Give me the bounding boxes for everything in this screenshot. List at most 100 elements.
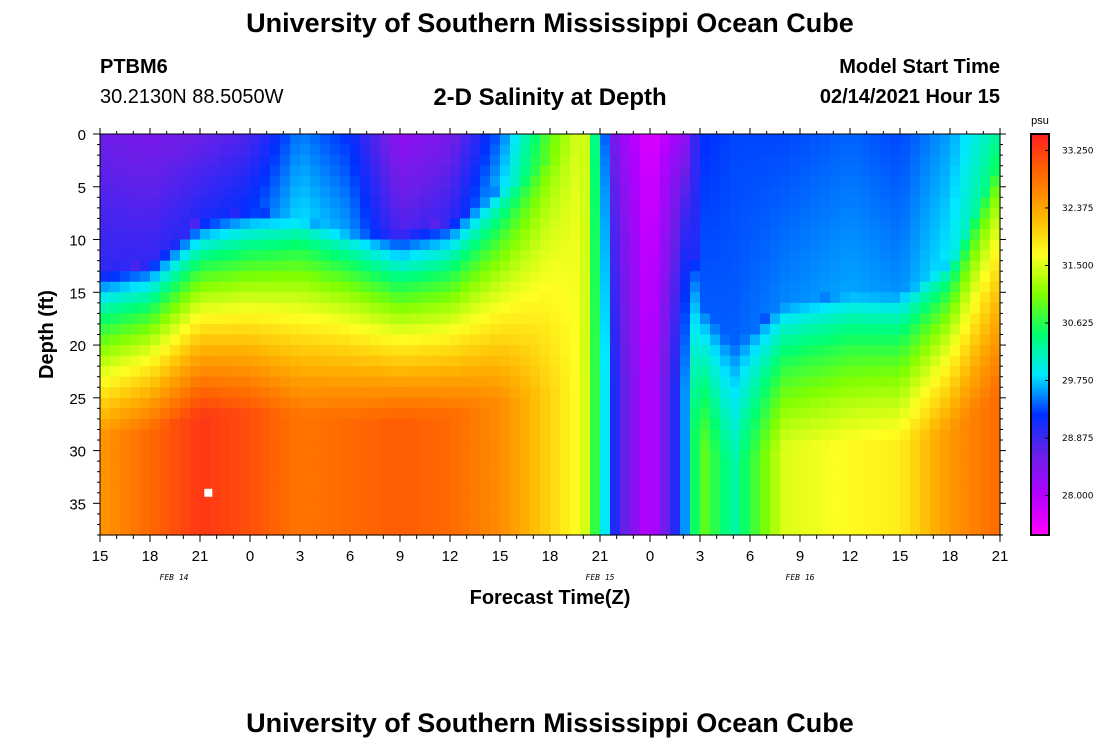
heatmap-cell [880, 176, 891, 188]
colorbar-unit: psu [1031, 115, 1049, 127]
heatmap-cell [120, 513, 131, 526]
heatmap-cell [610, 503, 621, 515]
heatmap-cell [160, 355, 171, 367]
heatmap-cell [210, 492, 221, 504]
heatmap-cell [990, 134, 1001, 146]
heatmap-cell [660, 450, 671, 462]
heatmap-cell [910, 503, 921, 515]
heatmap-cell [600, 429, 611, 441]
heatmap-cell [920, 503, 931, 515]
heatmap-cell [110, 239, 121, 251]
heatmap-cell [940, 408, 951, 420]
heatmap-cell [230, 134, 241, 146]
heatmap-cell [580, 376, 591, 388]
heatmap-cell [610, 408, 621, 420]
heatmap-cell [300, 271, 311, 283]
heatmap-cell [270, 461, 281, 473]
heatmap-cell [430, 334, 441, 346]
heatmap-cell [280, 271, 291, 283]
heatmap-cell [280, 281, 291, 293]
heatmap-cell [350, 450, 361, 462]
x-tick-label: 21 [192, 548, 209, 565]
heatmap-cell [600, 176, 611, 188]
heatmap-cell [570, 461, 581, 473]
heatmap-cell [350, 250, 361, 262]
heatmap-cell [930, 250, 941, 262]
heatmap-cell [370, 387, 381, 399]
heatmap-cell [970, 482, 981, 494]
heatmap-cell [640, 250, 651, 262]
heatmap-cell [320, 197, 331, 209]
heatmap-cell [360, 134, 371, 146]
heatmap-cell [930, 207, 941, 220]
heatmap-cell [860, 271, 871, 283]
heatmap-cell [690, 144, 701, 156]
heatmap-cell [960, 218, 971, 230]
heatmap-cell [110, 250, 121, 262]
heatmap-cell [320, 345, 331, 357]
heatmap-cell [150, 471, 161, 483]
heatmap-cell [630, 524, 641, 536]
heatmap-cell [110, 176, 121, 188]
heatmap-cell [180, 366, 191, 378]
heatmap-cell [550, 218, 561, 230]
heatmap-cell [170, 376, 181, 388]
heatmap-cell [300, 228, 311, 241]
heatmap-cell [750, 440, 761, 452]
heatmap-cell [100, 503, 111, 515]
heatmap-cell [590, 471, 601, 483]
heatmap-cell [450, 471, 461, 483]
heatmap-cell [560, 250, 571, 262]
heatmap-cell [900, 387, 911, 399]
heatmap-cell [790, 186, 801, 198]
heatmap-cell [130, 440, 141, 452]
heatmap-cell [700, 176, 711, 188]
heatmap-cell [490, 155, 501, 167]
heatmap-cell [770, 176, 781, 188]
heatmap-cell [510, 429, 521, 441]
heatmap-cell [320, 302, 331, 314]
heatmap-cell [970, 207, 981, 220]
heatmap-cell [370, 450, 381, 462]
heatmap-cell [490, 408, 501, 420]
heatmap-cell [350, 429, 361, 441]
heatmap-cell [780, 503, 791, 515]
heatmap-cell [290, 271, 301, 283]
heatmap-cell [220, 292, 231, 304]
heatmap-cell [140, 471, 151, 483]
heatmap-cell [420, 239, 431, 251]
heatmap-cell [740, 440, 751, 452]
heatmap-cell [550, 429, 561, 441]
heatmap-cell [860, 292, 871, 304]
heatmap-cell [550, 471, 561, 483]
heatmap-cell [710, 334, 721, 346]
heatmap-cell [290, 440, 301, 452]
heatmap-cell [820, 292, 831, 304]
heatmap-cell [910, 144, 921, 156]
heatmap-cell [920, 250, 931, 262]
heatmap-cell [600, 281, 611, 293]
heatmap-cell [420, 281, 431, 293]
heatmap-cell [900, 260, 911, 272]
heatmap-cell [420, 461, 431, 473]
heatmap-cell [380, 271, 391, 283]
heatmap-cell [880, 313, 891, 325]
heatmap-cell [770, 323, 781, 336]
heatmap-cell [510, 492, 521, 504]
heatmap-cell [830, 503, 841, 515]
heatmap-cell [130, 471, 141, 483]
heatmap-cell [920, 376, 931, 388]
heatmap-cell [550, 461, 561, 473]
heatmap-cell [900, 155, 911, 167]
heatmap-cell [690, 271, 701, 283]
heatmap-cell [770, 524, 781, 536]
heatmap-cell [720, 155, 731, 167]
heatmap-cell [790, 313, 801, 325]
x-tick-label: 6 [746, 548, 754, 565]
heatmap-cell [780, 250, 791, 262]
heatmap-cell [480, 397, 491, 409]
heatmap-cell [500, 228, 511, 241]
heatmap-cell [670, 165, 681, 177]
heatmap-cell [670, 376, 681, 388]
heatmap-cell [570, 186, 581, 198]
